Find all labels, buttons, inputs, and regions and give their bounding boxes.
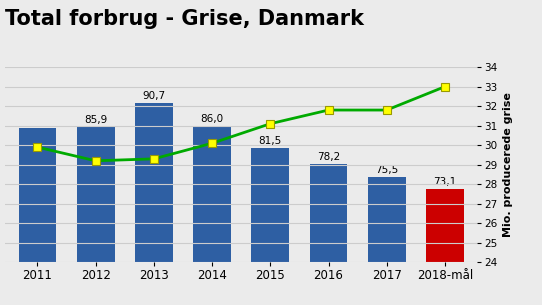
Text: 81,5: 81,5 (259, 136, 282, 146)
Text: 85,9: 85,9 (84, 115, 107, 125)
Bar (135, 103, 173, 305)
Y-axis label: Mio. producerede grise: Mio. producerede grise (503, 92, 513, 237)
Bar (309, 164, 347, 305)
Text: 75,5: 75,5 (375, 165, 398, 175)
Bar (18, 128, 56, 305)
Bar (251, 148, 289, 305)
Bar (77, 126, 114, 305)
Bar (426, 188, 464, 305)
Bar (368, 177, 405, 305)
Text: 78,2: 78,2 (317, 152, 340, 162)
Text: 73,1: 73,1 (433, 177, 456, 187)
Bar (193, 126, 231, 305)
Text: 90,7: 90,7 (143, 91, 165, 101)
Text: 86,0: 86,0 (201, 114, 224, 124)
Text: Total forbrug - Grise, Danmark: Total forbrug - Grise, Danmark (5, 9, 364, 29)
